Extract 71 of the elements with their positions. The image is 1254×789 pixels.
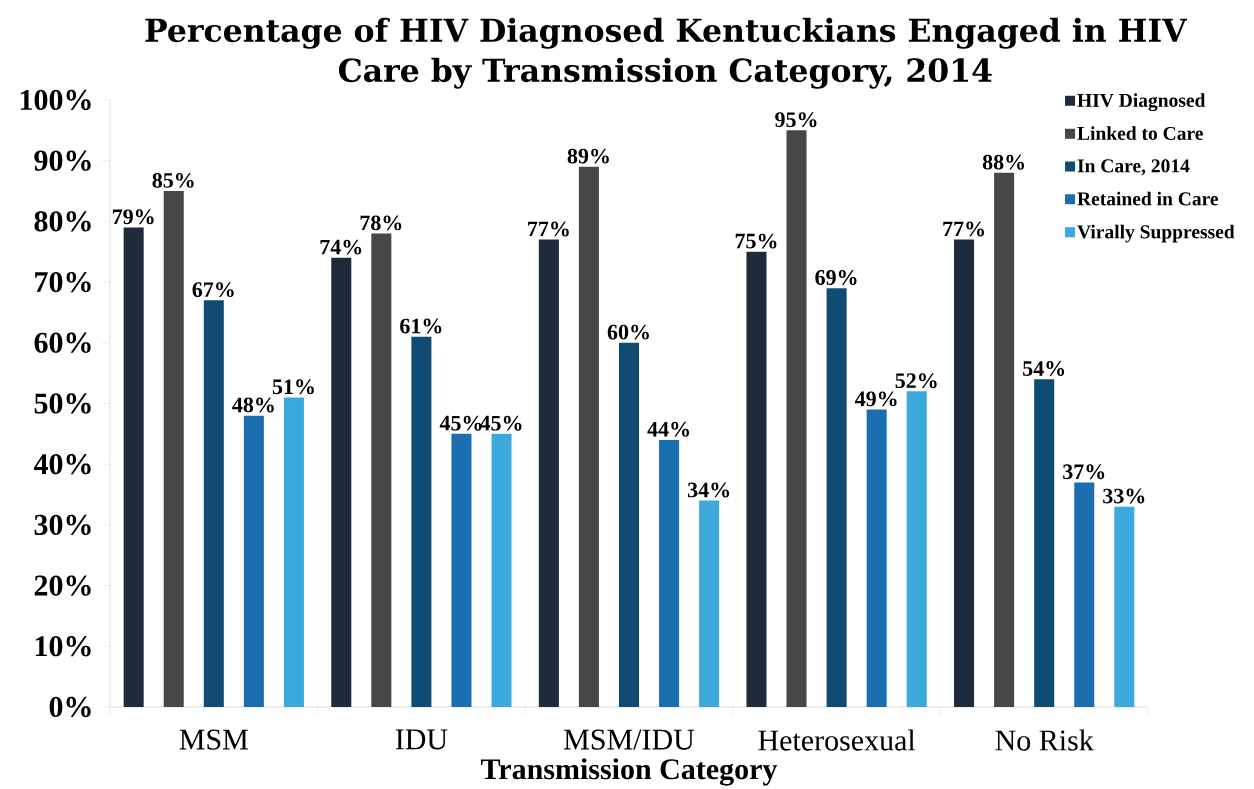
data-label: 75%	[735, 233, 777, 249]
data-label: 44%	[647, 421, 689, 437]
bar	[618, 342, 640, 707]
bar	[371, 233, 392, 707]
y-tick-label: 40%	[33, 454, 91, 475]
x-tick-label: Heterosexual	[758, 729, 916, 751]
bar	[994, 172, 1015, 707]
data-label: 49%	[854, 391, 897, 407]
y-tick-label: 100%	[20, 89, 91, 111]
x-tick-label: MSM	[179, 729, 248, 750]
y-tick-label: 30%	[34, 514, 91, 536]
bar	[866, 409, 887, 707]
data-label: 60%	[607, 324, 649, 340]
bar	[203, 300, 224, 707]
data-label: 88%	[982, 154, 1025, 170]
data-label: 33%	[1103, 488, 1145, 504]
bar	[411, 336, 432, 707]
bar	[578, 166, 599, 707]
legend-label: Virally Suppressed	[1077, 224, 1235, 243]
data-label: 89%	[567, 148, 609, 164]
data-label: 67%	[192, 282, 234, 298]
data-label: 77%	[943, 221, 984, 237]
data-label: 61%	[400, 318, 442, 334]
bar	[331, 257, 352, 707]
y-tick-label: 60%	[34, 332, 91, 353]
legend-label: Retained in Care	[1077, 191, 1219, 206]
data-label: 85%	[152, 172, 194, 188]
bar	[746, 251, 767, 707]
bar	[243, 415, 264, 707]
data-label: 95%	[775, 112, 817, 128]
data-label: 48%	[232, 397, 274, 413]
bar	[1074, 482, 1095, 707]
chart-title: Percentage of HIV Diagnosed Kentuckians Engaged in HIV Care by Transmission Category, 2014	[145, 17, 1188, 89]
bar	[283, 397, 304, 707]
bar	[451, 433, 472, 707]
legend-label: HIV Diagnosed	[1077, 93, 1206, 112]
data-label: 69%	[815, 270, 857, 285]
y-tick-label: 0%	[49, 696, 91, 718]
data-label: 79%	[112, 209, 154, 225]
data-label: 52%	[895, 373, 937, 389]
y-tick-label: 50%	[34, 393, 91, 414]
x-axis-title: Transmission Category	[480, 758, 778, 786]
bar	[123, 227, 144, 707]
bar	[954, 239, 975, 707]
data-label: 78%	[360, 215, 402, 231]
bar	[491, 433, 512, 707]
data-label: 54%	[1023, 361, 1065, 377]
y-tick-label: 10%	[35, 636, 91, 657]
y-tick-label: 70%	[35, 271, 91, 293]
y-tick-label: 20%	[34, 575, 91, 596]
data-label: 34%	[687, 482, 730, 498]
y-tick-label: 90%	[34, 150, 91, 171]
bar	[786, 130, 807, 707]
bar	[1034, 379, 1055, 707]
y-tick-label: 80%	[34, 211, 91, 232]
legend-label: In Care, 2014	[1077, 159, 1190, 176]
bar	[163, 191, 184, 707]
bar	[826, 288, 847, 707]
x-tick-label: IDU	[395, 729, 448, 750]
x-tick-label: No Risk	[995, 729, 1094, 751]
bar	[538, 239, 559, 707]
data-label: 77%	[528, 221, 569, 237]
x-tick-label: MSM/IDU	[564, 729, 695, 750]
bar	[699, 500, 720, 707]
bar	[906, 391, 927, 707]
bar	[659, 439, 680, 707]
data-label: 37%	[1063, 464, 1105, 480]
bar	[1114, 506, 1135, 707]
legend-label: Linked to Care	[1077, 126, 1203, 140]
data-label: 74%	[320, 239, 362, 255]
data-label: 51%	[272, 379, 314, 395]
